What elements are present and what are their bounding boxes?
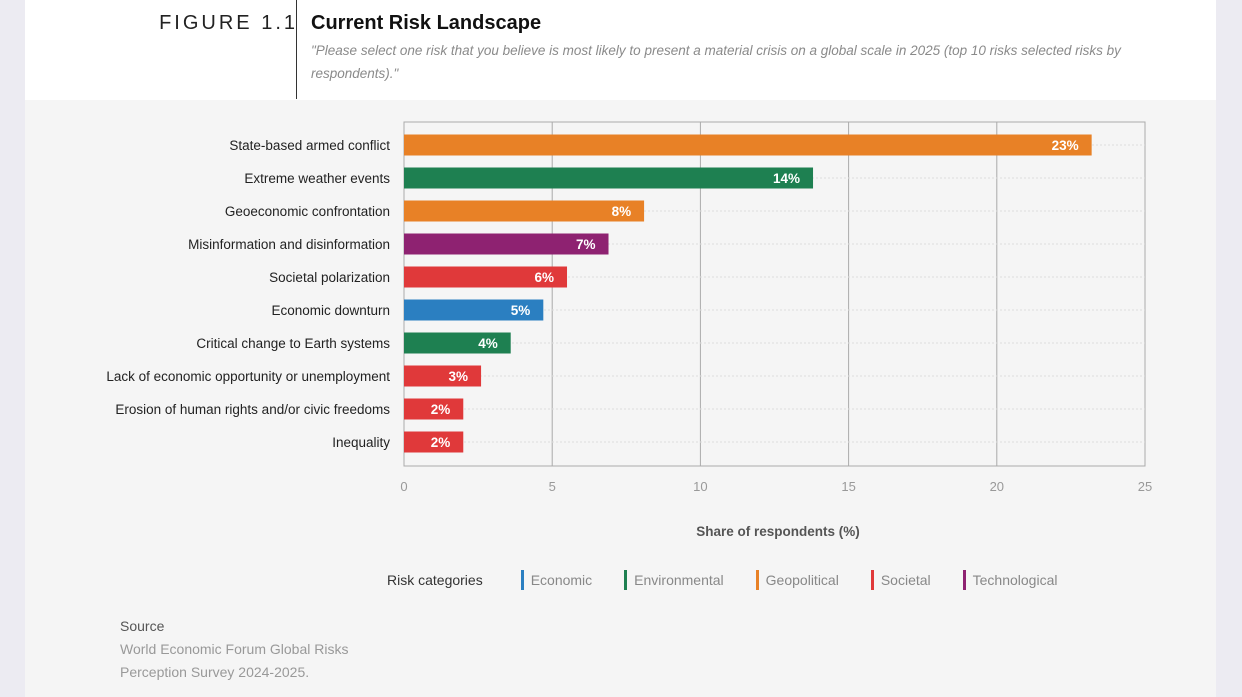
legend-item: Technological (962, 570, 1058, 590)
legend-swatch (870, 570, 874, 590)
figure-label: FIGURE 1.1 (159, 12, 298, 34)
source-heading: Source (120, 618, 165, 634)
data-label: 3% (449, 369, 469, 384)
x-tick-label: 20 (990, 479, 1004, 494)
legend-item: Societal (870, 570, 931, 590)
bar (404, 233, 609, 255)
category-label: Economic downturn (271, 303, 390, 318)
x-axis-title: Share of respondents (%) (696, 524, 860, 539)
source-line: Perception Survey 2024-2025. (120, 664, 310, 680)
bar (404, 398, 464, 420)
bar (404, 332, 511, 354)
figure-header: FIGURE 1.1 Current Risk Landscape "Pleas… (25, 0, 1216, 100)
legend-item: Environmental (624, 570, 724, 590)
x-tick-label: 15 (841, 479, 855, 494)
x-tick-label: 5 (549, 479, 556, 494)
data-label: 7% (576, 237, 596, 252)
data-label: 2% (431, 435, 451, 450)
data-label: 2% (431, 402, 451, 417)
header-divider (296, 0, 297, 99)
bar (404, 365, 482, 387)
bar (404, 167, 814, 189)
source-line: World Economic Forum Global Risks (120, 641, 349, 657)
category-label: Erosion of human rights and/or civic fre… (115, 402, 390, 417)
data-label: 14% (773, 171, 800, 186)
figure-subtitle: "Please select one risk that you believe… (311, 43, 1121, 81)
x-tick-label: 25 (1138, 479, 1152, 494)
legend-swatch (962, 570, 966, 590)
bar (404, 266, 568, 288)
category-label: Misinformation and disinformation (188, 237, 390, 252)
legend-label: Environmental (634, 572, 724, 588)
legend-swatch (520, 570, 524, 590)
legend-label: Technological (972, 572, 1058, 588)
legend-title: Risk categories (387, 572, 483, 588)
legend-label: Societal (880, 572, 931, 588)
data-label: 5% (511, 303, 531, 318)
bar (404, 200, 645, 222)
category-label: Extreme weather events (244, 171, 390, 186)
category-label: State-based armed conflict (229, 138, 390, 153)
legend-item: Economic (520, 570, 593, 590)
legend-label: Economic (530, 572, 593, 588)
data-label: 8% (612, 204, 632, 219)
bar (404, 299, 544, 321)
legend-swatch (624, 570, 628, 590)
category-label: Societal polarization (269, 270, 390, 285)
source: Source World Economic Forum Global Risks… (120, 615, 348, 684)
legend-swatch (755, 570, 759, 590)
legend-item: Geopolitical (755, 570, 839, 590)
legend: Risk categories Economic Environmental Geo… (387, 570, 1089, 590)
x-tick-label: 10 (693, 479, 707, 494)
data-label: 23% (1052, 138, 1079, 153)
category-label: Lack of economic opportunity or unemploy… (106, 369, 390, 384)
figure-title: Current Risk Landscape (311, 12, 542, 34)
category-label: Geoeconomic confrontation (225, 204, 390, 219)
category-label: Inequality (332, 435, 390, 450)
legend-label: Geopolitical (765, 572, 839, 588)
category-label: Critical change to Earth systems (196, 336, 390, 351)
data-label: 4% (478, 336, 498, 351)
bar (404, 431, 464, 453)
data-label: 6% (535, 270, 555, 285)
bar (404, 134, 1092, 156)
x-tick-label: 0 (400, 479, 407, 494)
